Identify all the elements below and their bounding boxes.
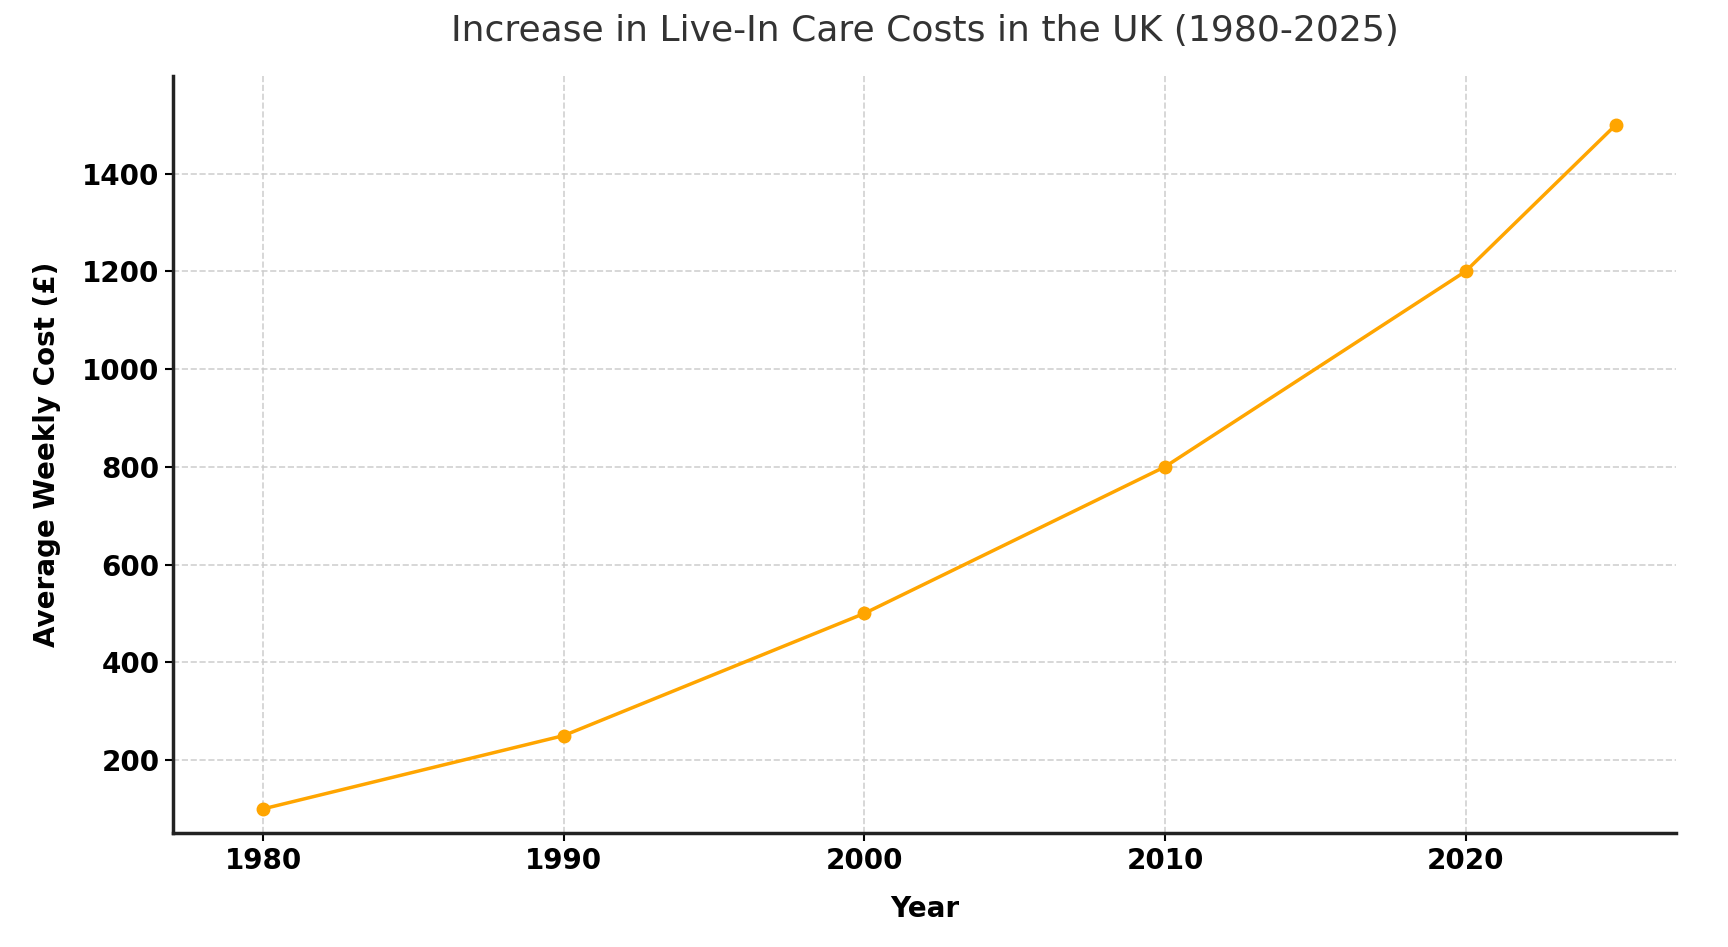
Y-axis label: Average Weekly Cost (£): Average Weekly Cost (£) bbox=[33, 262, 62, 647]
X-axis label: Year: Year bbox=[890, 895, 959, 923]
Title: Increase in Live-In Care Costs in the UK (1980-2025): Increase in Live-In Care Costs in the UK… bbox=[451, 14, 1398, 48]
